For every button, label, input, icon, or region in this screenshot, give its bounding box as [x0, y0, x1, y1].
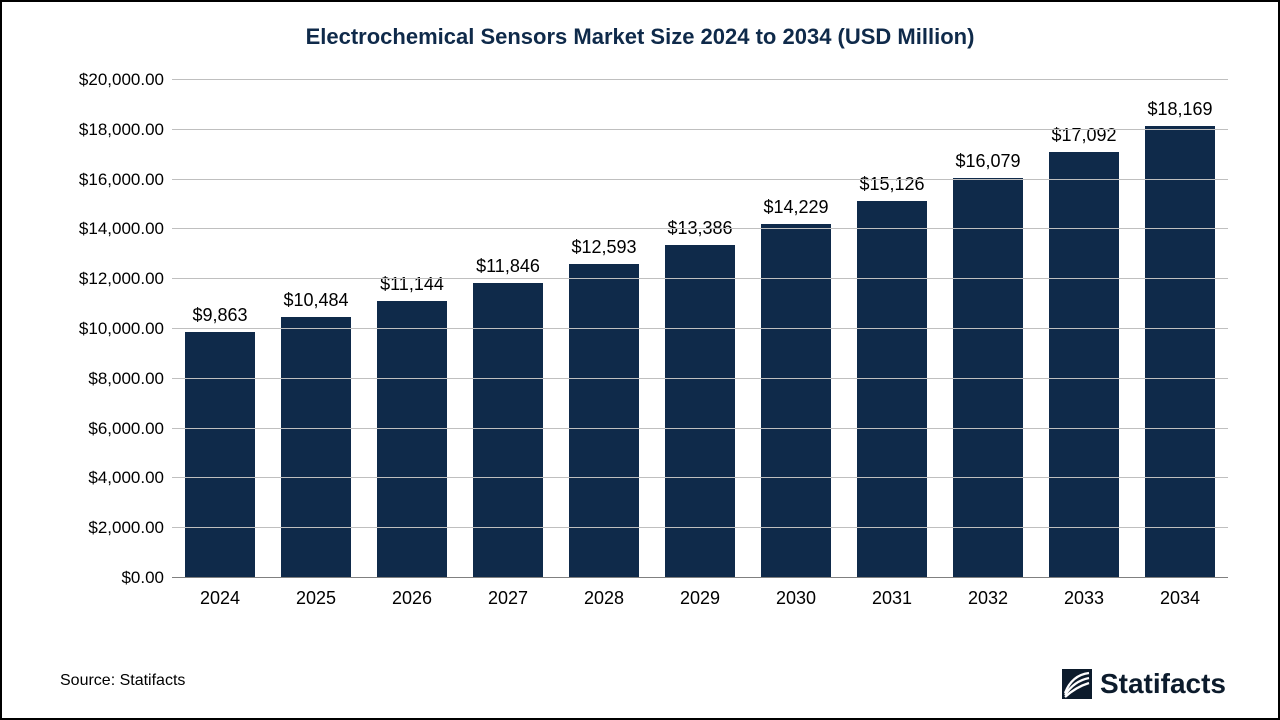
- y-tick-label: $0.00: [121, 568, 164, 588]
- bar-value-label: $11,846: [460, 256, 556, 277]
- bar-value-label: $16,079: [940, 151, 1036, 172]
- bar-slot: $16,079: [940, 80, 1036, 578]
- y-tick-label: $8,000.00: [88, 369, 164, 389]
- x-tick-label: 2028: [556, 578, 652, 638]
- bar: [1145, 126, 1214, 578]
- x-tick-label: 2031: [844, 578, 940, 638]
- footer: Source: Statifacts Statifacts: [2, 648, 1278, 718]
- bar-slot: $12,593: [556, 80, 652, 578]
- x-tick-label: 2033: [1036, 578, 1132, 638]
- bar: [857, 201, 926, 578]
- bar: [569, 264, 638, 578]
- bar-slot: $15,126: [844, 80, 940, 578]
- x-tick-label: 2029: [652, 578, 748, 638]
- bar-slot: $13,386: [652, 80, 748, 578]
- bar: [377, 301, 446, 578]
- y-tick-label: $18,000.00: [79, 120, 164, 140]
- gridline: [172, 228, 1228, 229]
- gridline: [172, 428, 1228, 429]
- brand-icon: [1062, 669, 1092, 699]
- gridline: [172, 129, 1228, 130]
- gridline: [172, 477, 1228, 478]
- gridline: [172, 179, 1228, 180]
- bar-slot: $17,092: [1036, 80, 1132, 578]
- bar-value-label: $15,126: [844, 174, 940, 195]
- chart-frame: Electrochemical Sensors Market Size 2024…: [0, 0, 1280, 720]
- bar-slot: $11,846: [460, 80, 556, 578]
- source-text: Source: Statifacts: [60, 672, 185, 690]
- gridline: [172, 328, 1228, 329]
- x-tick-label: 2024: [172, 578, 268, 638]
- x-tick-label: 2026: [364, 578, 460, 638]
- bar: [761, 224, 830, 578]
- plot-area: $0.00 $2,000.00 $4,000.00 $6,000.00 $8,000.0…: [42, 80, 1238, 638]
- bar: [1049, 152, 1118, 578]
- gridline: [172, 527, 1228, 528]
- bar-value-label: $18,169: [1132, 99, 1228, 120]
- y-tick-label: $12,000.00: [79, 269, 164, 289]
- bar-value-label: $14,229: [748, 197, 844, 218]
- y-tick-label: $10,000.00: [79, 319, 164, 339]
- x-tick-label: 2027: [460, 578, 556, 638]
- bar: [185, 332, 254, 578]
- y-tick-label: $20,000.00: [79, 70, 164, 90]
- bar-slot: $14,229: [748, 80, 844, 578]
- bar-slot: $9,863: [172, 80, 268, 578]
- y-tick-label: $2,000.00: [88, 518, 164, 538]
- plot-wrap: $0.00 $2,000.00 $4,000.00 $6,000.00 $8,000.0…: [2, 50, 1278, 648]
- bar-value-label: $12,593: [556, 237, 652, 258]
- y-tick-label: $16,000.00: [79, 170, 164, 190]
- brand-logo: Statifacts: [1062, 668, 1226, 700]
- bar-slot: $10,484: [268, 80, 364, 578]
- bar-slot: $18,169: [1132, 80, 1228, 578]
- bar-value-label: $9,863: [172, 305, 268, 326]
- y-tick-label: $6,000.00: [88, 419, 164, 439]
- gridline: [172, 79, 1228, 80]
- brand-text: Statifacts: [1100, 668, 1226, 700]
- chart-title: Electrochemical Sensors Market Size 2024…: [2, 2, 1278, 50]
- y-tick-label: $4,000.00: [88, 468, 164, 488]
- y-tick-label: $14,000.00: [79, 219, 164, 239]
- gridline: [172, 278, 1228, 279]
- bars-container: $9,863$10,484$11,144$11,846$12,593$13,38…: [172, 80, 1228, 578]
- grid-area: $9,863$10,484$11,144$11,846$12,593$13,38…: [172, 80, 1228, 578]
- x-tick-label: 2032: [940, 578, 1036, 638]
- x-tick-label: 2034: [1132, 578, 1228, 638]
- gridline: [172, 378, 1228, 379]
- bar-slot: $11,144: [364, 80, 460, 578]
- x-tick-label: 2025: [268, 578, 364, 638]
- x-tick-label: 2030: [748, 578, 844, 638]
- bar: [281, 317, 350, 578]
- bar-value-label: $10,484: [268, 290, 364, 311]
- y-axis: $0.00$2,000.00$4,000.00$6,000.00$8,000.0…: [42, 80, 172, 578]
- bar-value-label: $11,144: [364, 274, 460, 295]
- x-axis: 2024202520262027202820292030203120322033…: [172, 578, 1228, 638]
